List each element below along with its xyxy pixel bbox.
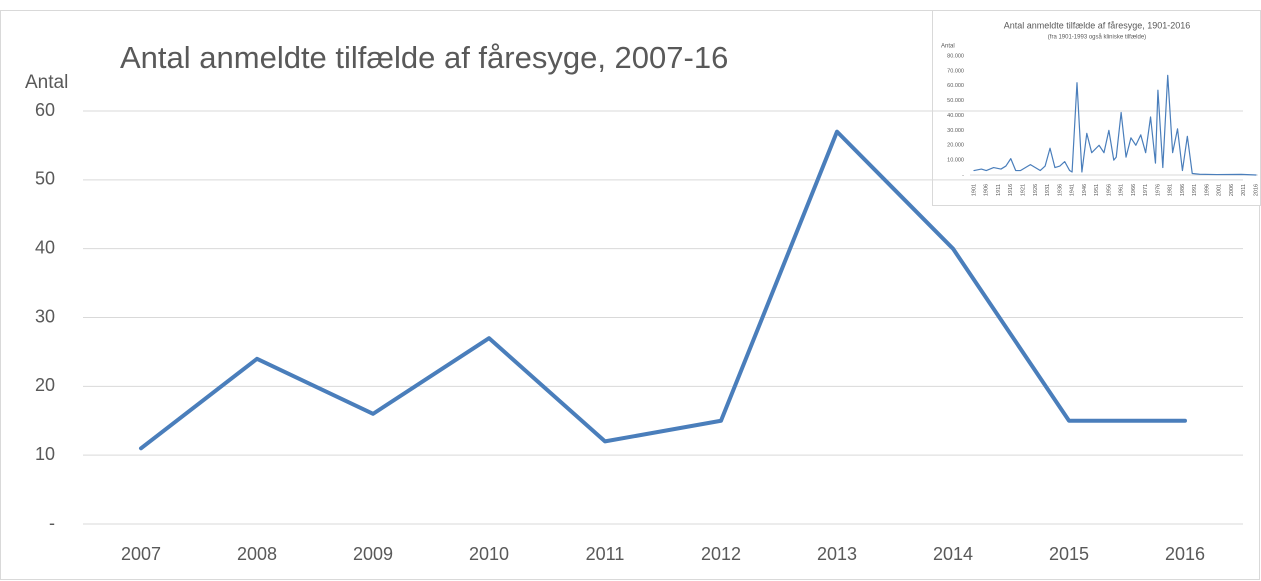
x-tick-label: 2013 xyxy=(817,544,857,564)
x-tick-label: 1961 xyxy=(1119,184,1125,196)
x-tick-label: 1966 xyxy=(1131,184,1137,196)
x-tick-label: 1996 xyxy=(1204,184,1210,196)
y-tick-label: 50 xyxy=(35,169,55,189)
y-tick-label: 30.000 xyxy=(947,128,964,134)
y-tick-label: 10.000 xyxy=(947,158,964,164)
y-tick-label: 50.000 xyxy=(947,98,964,104)
x-tick-label: 1911 xyxy=(996,184,1002,196)
y-tick-label: 60.000 xyxy=(947,83,964,89)
data-line xyxy=(139,129,1187,451)
x-tick-label: 1956 xyxy=(1106,184,1112,196)
x-tick-label: 2008 xyxy=(237,544,277,564)
data-line xyxy=(973,74,1257,176)
x-tick-label: 2015 xyxy=(1049,544,1089,564)
x-tick-label: 1976 xyxy=(1155,184,1161,196)
y-axis-label: Antal xyxy=(25,72,68,93)
inset-title: Antal anmeldte tilfælde af fåresyge, 190… xyxy=(1004,20,1191,30)
x-tick-label: 1906 xyxy=(984,184,990,196)
y-tick-label: 40.000 xyxy=(947,113,964,119)
x-tick-label: 1916 xyxy=(1008,184,1014,196)
y-tick-label: 70.000 xyxy=(947,68,964,74)
chart-title: Antal anmeldte tilfælde af fåresyge, 200… xyxy=(120,40,728,75)
inset-y-axis-label: Antal xyxy=(941,44,955,50)
x-tick-label: 2007 xyxy=(121,544,161,564)
x-tick-label: 2011 xyxy=(586,544,625,564)
x-tick-label: 2011 xyxy=(1241,184,1247,196)
x-tick-label: 1991 xyxy=(1192,184,1198,196)
x-tick-label: 1936 xyxy=(1057,184,1063,196)
x-tick-label: 1901 xyxy=(971,184,977,196)
y-tick-label: 20.000 xyxy=(947,143,964,149)
x-tick-label: 2009 xyxy=(353,544,393,564)
x-tick-label: 2006 xyxy=(1229,184,1235,196)
x-tick-label: 1931 xyxy=(1045,184,1051,196)
x-tick-label: 2016 xyxy=(1165,544,1205,564)
x-tick-label: 1981 xyxy=(1168,184,1174,196)
x-tick-label: 1941 xyxy=(1070,184,1076,196)
x-tick-label: 1971 xyxy=(1143,184,1149,196)
x-tick-label: 2012 xyxy=(701,544,741,564)
x-tick-label: 2014 xyxy=(933,544,973,564)
x-tick-label: 1986 xyxy=(1180,184,1186,196)
y-tick-label: 30 xyxy=(35,306,55,326)
x-tick-label: 1926 xyxy=(1033,184,1039,196)
x-tick-label: 1951 xyxy=(1094,184,1100,196)
y-tick-label: - xyxy=(962,172,964,178)
x-tick-label: 1921 xyxy=(1020,184,1026,196)
x-tick-label: 2010 xyxy=(469,544,509,564)
x-tick-label: 2001 xyxy=(1217,184,1223,196)
y-tick-label: 40 xyxy=(35,237,55,257)
y-tick-label: - xyxy=(49,513,55,533)
inset-border xyxy=(932,10,1261,206)
x-tick-label: 1946 xyxy=(1082,184,1088,196)
x-tick-label: 2016 xyxy=(1253,184,1259,196)
y-tick-label: 10 xyxy=(35,444,55,464)
y-tick-label: 20 xyxy=(35,375,55,395)
y-tick-label: 60 xyxy=(35,100,55,120)
inset-subtitle: (fra 1901-1993 også kliniske tilfælde) xyxy=(1048,34,1146,41)
y-tick-label: 80.000 xyxy=(947,53,964,59)
